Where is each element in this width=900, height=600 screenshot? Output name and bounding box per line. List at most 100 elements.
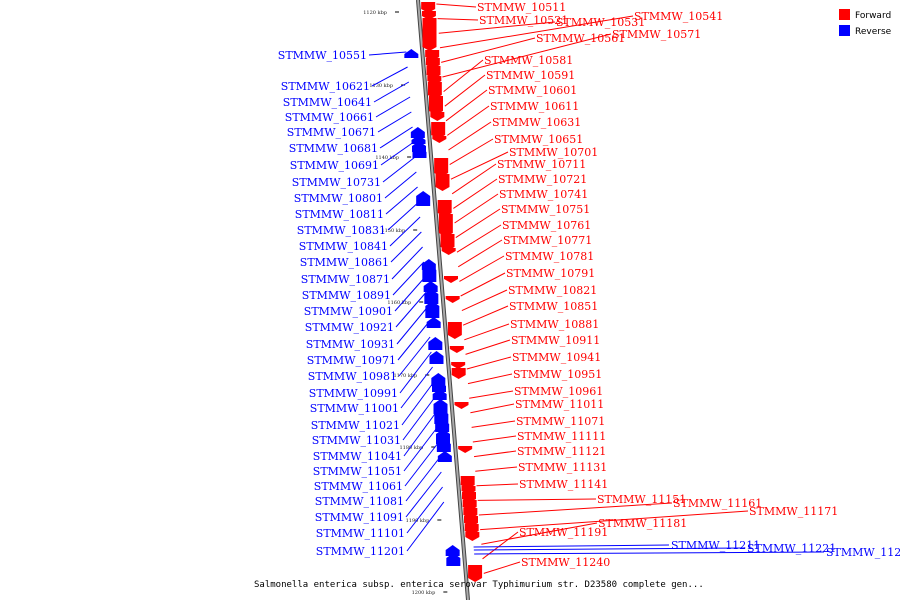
forward-gene-label[interactable]: STMMW_10521 [479,14,568,27]
reverse-gene-label[interactable]: STMMW_10661 [285,111,374,124]
forward-gene-label[interactable]: STMMW_11141 [519,478,608,491]
legend-forward-label: Forward [855,11,891,21]
forward-gene-label[interactable]: STMMW_10511 [477,1,566,14]
reverse-gene-label[interactable]: STMMW_11081 [315,495,404,508]
reverse-gene-block [429,356,444,364]
reverse-gene-block [435,424,450,432]
forward-gene-label[interactable]: STMMW_10591 [486,69,575,82]
reverse-gene-label[interactable]: STMMW_10641 [283,96,372,109]
reverse-gene-label[interactable]: STMMW_10621 [281,80,370,93]
forward-gene-label[interactable]: STMMW_11171 [749,505,838,518]
reverse-gene-label[interactable]: STMMW_10801 [294,192,383,205]
reverse-gene-label[interactable]: STMMW_10991 [309,387,398,400]
forward-gene-label[interactable]: STMMW_10581 [484,54,573,67]
reverse-gene-label[interactable]: STMMW_10691 [290,159,379,172]
forward-gene-label[interactable]: STMMW_10761 [502,219,591,232]
forward-gene-label[interactable]: STMMW_11151 [597,493,686,506]
reverse-leader-line [406,501,445,552]
forward-gene-label[interactable]: STMMW_11071 [516,415,605,428]
forward-gene-label[interactable]: STMMW_10741 [499,188,588,201]
reverse-leader-line [375,96,411,118]
reverse-gene-label[interactable]: STMMW_10891 [302,289,391,302]
forward-gene-label[interactable]: STMMW_10771 [503,234,592,247]
forward-gene-label[interactable]: STMMW_10541 [634,10,723,23]
reverse-gene-label[interactable]: STMMW_11051 [313,465,402,478]
reverse-gene-label[interactable]: STMMW_11031 [312,434,401,447]
forward-gene-label[interactable]: STMMW_10631 [492,116,581,129]
forward-gene-label[interactable]: STMMW_10881 [510,318,599,331]
forward-arrow [445,299,460,303]
reverse-arrow [437,451,452,456]
forward-gene-label[interactable]: STMMW_10791 [506,267,595,280]
forward-gene-label[interactable]: STMMW_11161 [673,497,762,510]
forward-gene-label[interactable]: STMMW_11131 [518,461,607,474]
forward-gene-label[interactable]: STMMW_10961 [514,385,603,398]
reverse-gene-block [422,270,437,282]
forward-gene-label[interactable]: STMMW_10751 [501,203,590,216]
forward-gene-label[interactable]: STMMW_10821 [508,284,597,297]
forward-gene-block [464,516,478,523]
forward-gene-label[interactable]: STMMW_10561 [536,32,625,45]
forward-gene-label[interactable]: STMMW_10721 [498,173,587,186]
forward-gene-label[interactable]: STMMW_10571 [612,28,701,41]
reverse-gene-label[interactable]: STMMW_11231 [826,546,900,559]
reverse-leader-line [399,351,432,394]
forward-gene-label[interactable]: STMMW_11011 [515,398,604,411]
reverse-gene-label[interactable]: STMMW_10901 [304,305,393,318]
reverse-gene-label[interactable]: STMMW_10841 [299,240,388,253]
reverse-gene-label[interactable]: STMMW_11041 [313,450,402,463]
forward-gene-label[interactable]: STMMW_11121 [517,445,606,458]
reverse-leader-line [397,321,430,361]
genome-caption: Salmonella enterica subsp. enterica sero… [254,580,704,590]
reverse-gene-label[interactable]: STMMW_11001 [310,402,399,415]
reverse-gene-label[interactable]: STMMW_11101 [316,527,405,540]
forward-gene-label[interactable]: STMMW_10911 [511,334,600,347]
reverse-gene-label[interactable]: STMMW_10971 [307,354,396,367]
reverse-gene-label[interactable]: STMMW_10831 [297,224,386,237]
axis-tick-label: 1190 kbp [406,518,430,524]
reverse-leader-line [404,441,440,487]
reverse-gene-label[interactable]: STMMW_10871 [301,273,390,286]
reverse-gene-label[interactable]: STMMW_10671 [287,126,376,139]
forward-gene-label[interactable]: STMMW_10951 [513,368,602,381]
reverse-gene-label[interactable]: STMMW_11021 [311,419,400,432]
forward-gene-label[interactable]: STMMW_10651 [494,133,583,146]
reverse-gene-label[interactable]: STMMW_10551 [278,49,367,62]
forward-arrow [447,335,462,339]
forward-gene-label[interactable]: STMMW_10601 [488,84,577,97]
reverse-gene-label[interactable]: STMMW_10921 [305,321,394,334]
forward-leader-line [456,224,502,253]
reverse-gene-label[interactable]: STMMW_10681 [289,142,378,155]
forward-gene-block [437,200,452,213]
reverse-gene-label[interactable]: STMMW_11201 [316,545,405,558]
axis-tick-label: 1170 kbp [394,373,418,379]
reverse-leader-line [384,171,417,199]
forward-leader-line [481,522,598,545]
reverse-gene-label[interactable]: STMMW_10861 [300,256,389,269]
forward-gene-label[interactable]: STMMW_10701 [509,146,598,159]
forward-gene-label[interactable]: STMMW_10611 [490,100,579,113]
forward-gene-block [454,402,469,405]
reverse-gene-label[interactable]: STMMW_11061 [314,480,403,493]
forward-leader-line [454,193,499,224]
forward-arrow [451,375,466,379]
forward-gene-block [435,174,450,187]
reverse-gene-label[interactable]: STMMW_11221 [747,542,836,555]
forward-gene-label[interactable]: STMMW_10941 [512,351,601,364]
forward-gene-label[interactable]: STMMW_11181 [598,517,687,530]
forward-gene-label[interactable]: STMMW_10781 [505,250,594,263]
reverse-gene-label[interactable]: STMMW_10981 [308,370,397,383]
reverse-gene-label[interactable]: STMMW_10811 [295,208,384,221]
forward-gene-label[interactable]: STMMW_10711 [497,158,586,171]
forward-gene-label[interactable]: STMMW_11240 [521,556,610,569]
forward-gene-label[interactable]: STMMW_10531 [556,16,645,29]
reverse-gene-block [404,54,419,58]
reverse-gene-label[interactable]: STMMW_10931 [306,338,395,351]
reverse-gene-label[interactable]: STMMW_10731 [292,176,381,189]
forward-leader-line [466,356,512,370]
axis-tick-label: 1200 kbp [412,590,436,596]
forward-gene-label[interactable]: STMMW_10851 [509,300,598,313]
forward-gene-label[interactable]: STMMW_11191 [519,526,608,539]
forward-gene-label[interactable]: STMMW_11111 [517,430,606,443]
reverse-gene-label[interactable]: STMMW_11091 [315,511,404,524]
